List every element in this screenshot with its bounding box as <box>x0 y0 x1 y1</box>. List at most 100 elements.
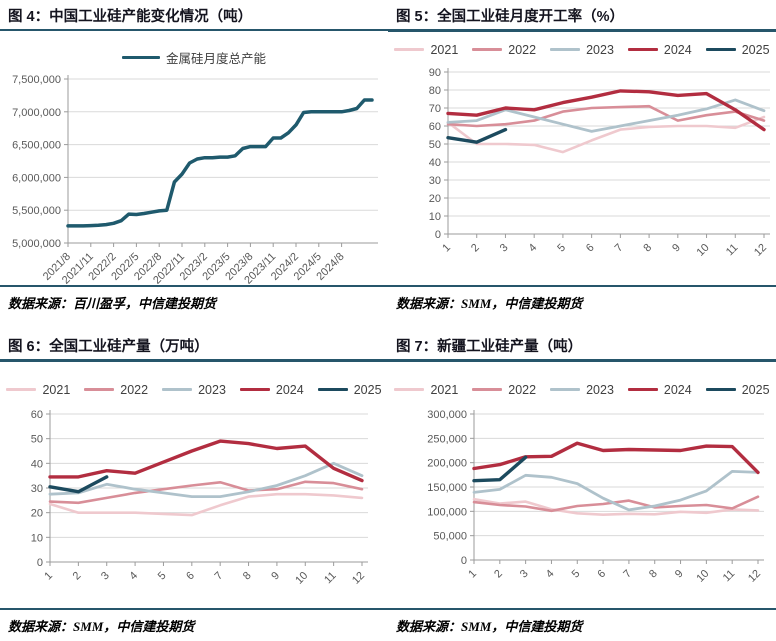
legend-item-2023: 2023 <box>550 383 614 397</box>
fig7-chart: 300,000 250,000 200,000 150,000 100,000 50,00… <box>427 409 764 584</box>
panel-fig5: 图 5：全国工业硅月度开工率（%） 2021 2022 2023 2024 2025 9… <box>388 0 776 330</box>
svg-text:30: 30 <box>31 483 43 495</box>
svg-text:2: 2 <box>469 241 482 254</box>
legend-label: 金属硅月度总产能 <box>165 51 266 66</box>
svg-text:60: 60 <box>429 121 441 133</box>
svg-text:1: 1 <box>440 241 453 254</box>
svg-text:70: 70 <box>429 103 441 115</box>
svg-text:10: 10 <box>695 241 712 258</box>
fig5-title: 图 5：全国工业硅月度开工率（%） <box>396 9 624 25</box>
legend-swatch <box>394 387 425 392</box>
legend-swatch <box>550 47 581 52</box>
legend-item-2024: 2024 <box>627 42 692 57</box>
svg-text:50,000: 50,000 <box>433 530 467 542</box>
svg-text:1: 1 <box>42 569 55 582</box>
svg-text:12: 12 <box>350 569 367 586</box>
legend-item-2021: 2021 <box>394 43 458 57</box>
svg-text:11: 11 <box>721 567 738 584</box>
svg-text:20: 20 <box>429 193 441 205</box>
svg-text:0: 0 <box>461 555 467 567</box>
svg-text:30: 30 <box>429 175 441 187</box>
svg-text:2: 2 <box>71 569 84 582</box>
legend-swatch <box>705 47 736 52</box>
legend-item-2025: 2025 <box>705 382 770 397</box>
svg-text:5,000,000: 5,000,000 <box>12 238 61 250</box>
svg-text:8: 8 <box>241 569 254 582</box>
legend-label: 2021 <box>430 42 459 57</box>
svg-text:4: 4 <box>526 241 539 254</box>
svg-text:40: 40 <box>31 458 43 470</box>
svg-text:9: 9 <box>269 569 282 582</box>
fig5-title-rule <box>388 29 776 32</box>
legend-item-2025: 2025 <box>317 383 382 397</box>
legend-item-2024: 2024 <box>627 383 692 397</box>
legend-item-2023: 2023 <box>162 383 226 397</box>
panel-fig6: 图 6：全国工业硅产量（万吨） 2021 2022 2023 2024 2025 60 5… <box>0 330 388 641</box>
legend-swatch <box>705 387 736 392</box>
svg-text:7,500,000: 7,500,000 <box>12 74 61 86</box>
legend-label: 2021 <box>430 382 459 397</box>
legend-label: 2022 <box>508 42 537 57</box>
legend-swatch <box>121 55 160 60</box>
svg-text:7: 7 <box>212 569 225 582</box>
fig4-legend: 金属硅月度总产能 <box>0 47 388 67</box>
legend-item-2021: 2021 <box>394 383 458 397</box>
legend-label: 2025 <box>741 382 770 397</box>
legend-swatch <box>162 387 193 392</box>
fig5-legend: 2021 2022 2023 2024 2025 <box>388 40 776 60</box>
legend-swatch <box>627 47 658 52</box>
fig4-title: 图 4：中国工业硅产能变化情况（吨） <box>8 9 253 25</box>
legend-label: 2021 <box>42 382 71 397</box>
legend-item-2024: 2024 <box>239 383 304 397</box>
fig4-separator <box>0 284 388 287</box>
fig6-separator <box>0 607 388 610</box>
svg-text:10: 10 <box>429 211 441 223</box>
legend-label: 2023 <box>198 382 226 397</box>
legend-label: 2024 <box>663 42 692 57</box>
svg-text:8: 8 <box>641 241 654 254</box>
svg-text:9: 9 <box>673 567 686 580</box>
fig7-separator <box>388 607 776 610</box>
legend-item-2025: 2025 <box>705 43 770 57</box>
svg-text:11: 11 <box>322 569 339 586</box>
svg-text:12: 12 <box>752 241 769 258</box>
fig6-title: 图 6：全国工业硅产量（万吨） <box>8 339 209 355</box>
svg-text:3: 3 <box>518 567 531 580</box>
svg-text:250,000: 250,000 <box>427 433 467 445</box>
svg-text:6: 6 <box>184 569 197 582</box>
svg-text:40: 40 <box>429 157 441 169</box>
legend-label: 2022 <box>508 382 537 397</box>
svg-text:10: 10 <box>31 532 43 544</box>
svg-text:6: 6 <box>595 567 608 580</box>
svg-text:50: 50 <box>429 139 441 151</box>
svg-text:200,000: 200,000 <box>427 457 467 469</box>
legend-label: 2022 <box>120 382 149 397</box>
svg-text:60: 60 <box>31 409 43 421</box>
svg-text:4: 4 <box>127 569 140 582</box>
legend-swatch <box>627 387 658 392</box>
fig7-title-rule <box>388 359 776 362</box>
svg-text:7: 7 <box>613 241 626 254</box>
legend-label: 2023 <box>586 382 614 397</box>
svg-text:10: 10 <box>694 567 711 584</box>
svg-text:7,000,000: 7,000,000 <box>12 107 61 119</box>
svg-text:20: 20 <box>31 507 43 519</box>
svg-text:2: 2 <box>492 567 505 580</box>
svg-text:90: 90 <box>429 67 441 79</box>
fig6-source-note: 数据来源：SMM，中信建投期货 <box>8 619 195 634</box>
panel-fig7: 图 7：新疆工业硅产量（吨） 2021 2022 2023 2024 2025 300,… <box>388 330 776 641</box>
svg-text:6,000,000: 6,000,000 <box>12 173 61 185</box>
svg-text:80: 80 <box>429 85 441 97</box>
svg-text:12: 12 <box>746 567 763 584</box>
legend-item-2023: 2023 <box>550 43 614 57</box>
legend-swatch <box>317 387 348 392</box>
svg-text:6: 6 <box>584 241 597 254</box>
legend-swatch <box>550 387 581 392</box>
fig5-source-note: 数据来源：SMM，中信建投期货 <box>396 296 583 311</box>
legend-swatch <box>6 387 37 392</box>
fig7-source-note: 数据来源：SMM，中信建投期货 <box>396 619 583 634</box>
svg-text:0: 0 <box>435 229 441 241</box>
svg-text:5: 5 <box>555 241 568 254</box>
